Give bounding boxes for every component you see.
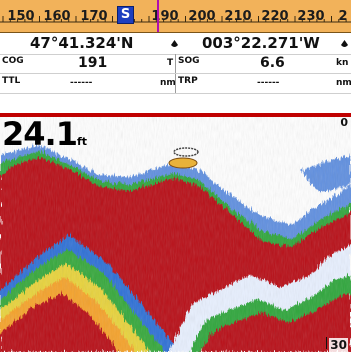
data-row-ttl-trp: TTL ------ nm TRP ------ nm: [0, 74, 351, 94]
compass-tick: 230: [297, 9, 325, 24]
sonar-view[interactable]: 24.1ft 0 30: [0, 115, 351, 352]
sog-label: SOG: [178, 56, 200, 66]
range-top-label: 0: [340, 116, 348, 129]
ttl-label: TTL: [2, 76, 21, 86]
compass-tick: 170: [80, 9, 108, 24]
compass-tick: 150: [7, 9, 35, 24]
compass-scale: [0, 16, 351, 23]
compass-tick: 160: [43, 9, 71, 24]
trp-unit: nm: [336, 78, 351, 88]
depth-value: 24.1: [2, 115, 78, 153]
depth-unit: ft: [76, 135, 87, 148]
data-row-cog-sog: COG 191 T SOG 6.6 kn: [0, 54, 351, 74]
column-divider: [175, 74, 176, 93]
fish-target-marks: [168, 147, 199, 169]
range-bottom-label: 30: [329, 338, 348, 352]
trp-value: ------: [257, 78, 280, 88]
compass-tick: 210: [224, 9, 252, 24]
navigation-data-panel: 47°41.324'N 003°22.271'W COG 191 T SOG 6…: [0, 33, 351, 114]
depth-readout: 24.1ft: [2, 115, 87, 153]
spacer-row: [0, 94, 351, 113]
sonar-top-border: [0, 113, 351, 115]
sog-unit: kn: [336, 58, 349, 68]
ttl-unit: nm: [160, 78, 176, 88]
heading-marker: [157, 0, 159, 32]
compass-tick: 190: [151, 9, 179, 24]
ttl-value: ------: [70, 78, 93, 88]
compass-direction-badge: S: [117, 6, 134, 24]
cog-label: COG: [2, 56, 24, 66]
range-scale-mark: [326, 337, 327, 349]
position-row: 47°41.324'N 003°22.271'W: [0, 33, 351, 55]
sog-value: 6.6: [260, 55, 285, 71]
latitude-value: 47°41.324'N: [30, 34, 134, 52]
compass-heading-tape: 150 160 170 190 200 210 220 230 2 S: [0, 0, 351, 33]
waypoint-icon: [171, 40, 178, 47]
compass-tick: 200: [188, 9, 216, 24]
waypoint-icon: [341, 40, 348, 47]
longitude-value: 003°22.271'W: [202, 34, 320, 52]
trp-label: TRP: [178, 76, 198, 86]
sonar-echo-image: [0, 115, 351, 352]
compass-tick: 220: [261, 9, 289, 24]
cog-unit: T: [167, 58, 174, 68]
compass-tick: 2: [338, 9, 348, 24]
column-divider: [175, 54, 176, 73]
cog-value: 191: [78, 55, 108, 71]
